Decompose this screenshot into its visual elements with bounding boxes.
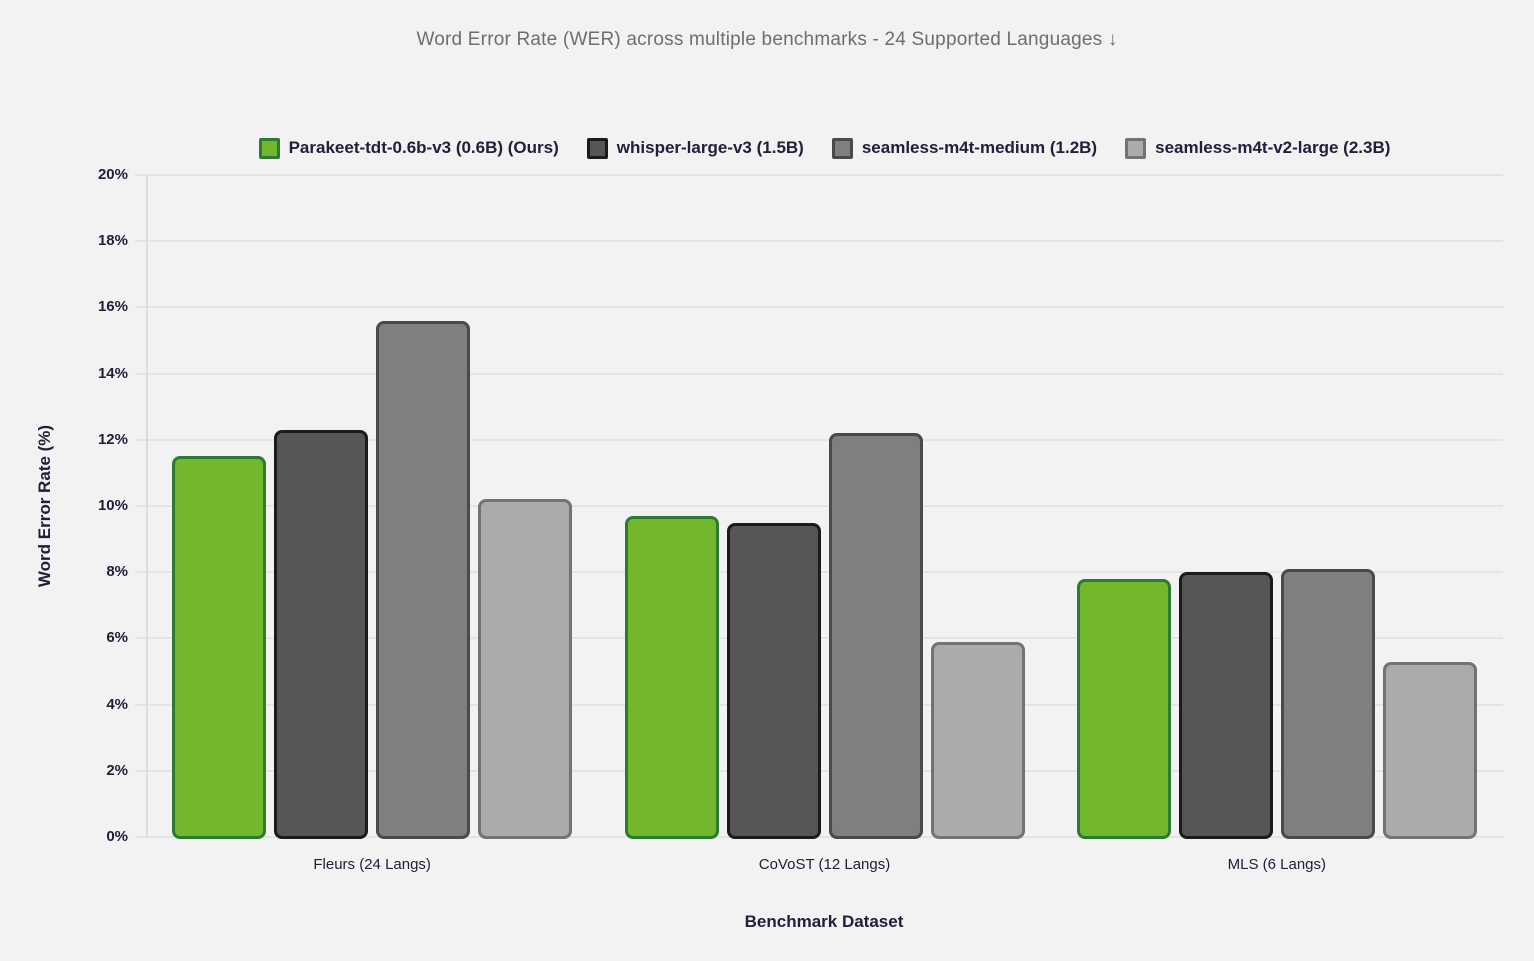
x-category-label: Fleurs (24 Langs) [313, 856, 431, 873]
bar-seamless-m4t-medium-2 [828, 433, 923, 839]
y-tick-label: 20% [97, 166, 128, 183]
y-gridline [135, 240, 1503, 243]
chart-title: Word Error Rate (WER) across multiple be… [416, 29, 1118, 50]
y-axis-title: Word Error Rate (%) [35, 424, 54, 588]
bar-whisper-large-v3-1 [274, 429, 369, 839]
legend-label: Parakeet-tdt-0.6b-v3 (0.6B) (Ours) [288, 138, 559, 157]
y-tick-label: 2% [106, 761, 128, 779]
y-tick-label: 0% [106, 828, 128, 845]
bar-seamless-m4t-medium-3 [1280, 568, 1375, 839]
y-gridline [135, 438, 1503, 441]
y-tick-label: 4% [106, 695, 128, 713]
bar-parakeet-tdt-0.6b-v3-2 [624, 515, 719, 839]
y-gridline [135, 836, 1503, 838]
y-gridline [135, 174, 1503, 176]
bar-parakeet-tdt-0.6b-v3-3 [1076, 578, 1171, 839]
y-gridline [135, 372, 1503, 375]
x-axis-title: Benchmark Dataset [744, 912, 904, 931]
y-tick-label: 6% [106, 629, 128, 647]
legend-item-3[interactable]: seamless-m4t-medium (1.2B) [831, 137, 1098, 159]
legend-label: seamless-m4t-medium (1.2B) [861, 138, 1098, 157]
bar-seamless-m4t-v2-large-1 [478, 499, 573, 839]
legend-item-1[interactable]: Parakeet-tdt-0.6b-v3 (0.6B) (Ours) [258, 137, 559, 159]
legend-swatch-icon [831, 137, 853, 159]
legend-swatch-icon [1125, 137, 1147, 159]
y-axis-line [146, 175, 148, 837]
x-category-label: CoVoST (12 Langs) [758, 856, 891, 873]
y-gridline [135, 505, 1503, 507]
legend: Parakeet-tdt-0.6b-v3 (0.6B) (Ours) whispe… [146, 135, 1503, 161]
y-tick-label: 14% [97, 364, 128, 382]
y-tick-label: 12% [97, 430, 128, 448]
legend-item-4[interactable]: seamless-m4t-v2-large (2.3B) [1125, 137, 1391, 159]
legend-label: seamless-m4t-v2-large (2.3B) [1155, 138, 1391, 157]
legend-swatch-icon [258, 137, 280, 159]
y-tick-label: 8% [106, 563, 128, 581]
bar-whisper-large-v3-3 [1178, 572, 1273, 839]
bar-whisper-large-v3-2 [726, 522, 821, 839]
legend-item-2[interactable]: whisper-large-v3 (1.5B) [586, 137, 804, 159]
y-tick-label: 18% [97, 232, 128, 250]
bar-seamless-m4t-v2-large-3 [1382, 661, 1477, 839]
legend-swatch-icon [586, 137, 608, 159]
x-category-label: MLS (6 Langs) [1227, 856, 1327, 873]
y-gridline [135, 306, 1503, 309]
y-tick-label: 16% [97, 298, 128, 316]
bar-seamless-m4t-v2-large-2 [930, 641, 1025, 839]
legend-label: whisper-large-v3 (1.5B) [616, 138, 804, 157]
bar-parakeet-tdt-0.6b-v3-1 [172, 456, 267, 839]
y-tick-label: 10% [97, 497, 128, 514]
bar-seamless-m4t-medium-1 [376, 320, 471, 839]
